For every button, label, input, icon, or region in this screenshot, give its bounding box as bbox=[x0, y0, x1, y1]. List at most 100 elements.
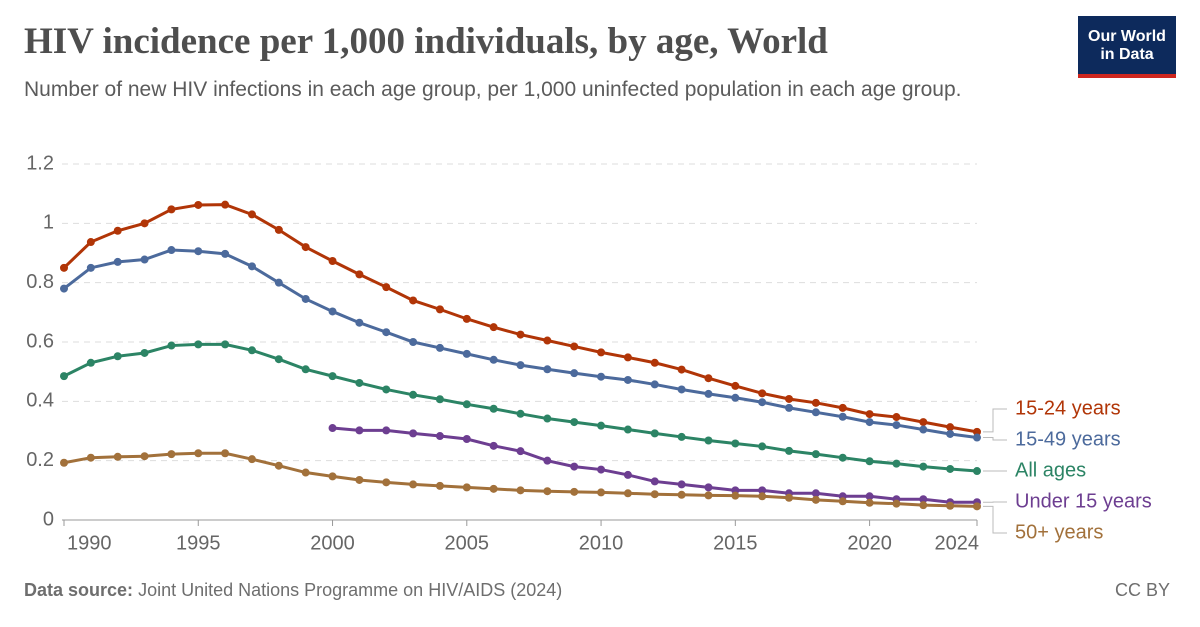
data-point bbox=[973, 433, 981, 442]
data-point bbox=[946, 429, 955, 438]
data-point bbox=[435, 395, 444, 404]
data-point bbox=[919, 418, 928, 427]
data-point bbox=[167, 341, 176, 350]
data-point bbox=[650, 358, 659, 367]
data-point bbox=[785, 403, 794, 412]
data-point bbox=[543, 336, 552, 345]
data-point bbox=[811, 489, 820, 498]
data-point bbox=[973, 502, 981, 511]
data-point bbox=[865, 418, 874, 427]
data-point bbox=[113, 257, 122, 266]
data-point bbox=[623, 425, 632, 434]
data-point bbox=[435, 432, 444, 441]
data-point bbox=[194, 340, 203, 349]
data-point bbox=[516, 486, 525, 495]
label-connector bbox=[983, 437, 1007, 441]
x-tick-label: 2020 bbox=[847, 532, 892, 554]
license[interactable]: CC BY bbox=[1114, 580, 1170, 600]
data-point bbox=[274, 278, 283, 287]
data-point bbox=[516, 409, 525, 418]
data-point bbox=[435, 305, 444, 314]
data-point bbox=[355, 318, 364, 327]
data-point bbox=[221, 200, 230, 209]
data-point bbox=[758, 486, 767, 495]
y-tick-label: 1.2 bbox=[26, 152, 54, 174]
data-point bbox=[758, 492, 767, 501]
data-point bbox=[247, 455, 256, 464]
data-point bbox=[462, 400, 471, 409]
data-point bbox=[597, 421, 606, 430]
y-tick-label: 1 bbox=[43, 212, 54, 234]
data-point bbox=[247, 346, 256, 355]
data-point bbox=[516, 330, 525, 339]
data-point bbox=[919, 462, 928, 471]
data-point bbox=[194, 200, 203, 209]
data-point bbox=[382, 283, 391, 292]
data-point bbox=[623, 353, 632, 362]
source-text: Joint United Nations Programme on HIV/AI… bbox=[138, 580, 563, 600]
y-tick-label: 0.4 bbox=[26, 390, 54, 412]
data-point bbox=[892, 421, 901, 430]
data-point bbox=[355, 475, 364, 484]
data-point bbox=[785, 493, 794, 502]
data-point bbox=[543, 414, 552, 423]
data-point bbox=[811, 495, 820, 504]
data-point bbox=[570, 487, 579, 496]
source-label: Data source: bbox=[24, 580, 134, 600]
data-point bbox=[462, 435, 471, 444]
data-point bbox=[382, 385, 391, 394]
chart-title: HIV incidence per 1,000 individuals, by … bbox=[24, 21, 828, 62]
data-point bbox=[140, 348, 149, 357]
data-point bbox=[758, 442, 767, 451]
data-point bbox=[140, 452, 149, 461]
x-tick-label: 1995 bbox=[176, 532, 221, 554]
legend-label: Under 15 years bbox=[1015, 490, 1152, 512]
x-tick-label: 2010 bbox=[579, 532, 624, 554]
data-point bbox=[301, 365, 310, 374]
data-point bbox=[86, 453, 95, 462]
data-point bbox=[892, 499, 901, 508]
data-point bbox=[328, 424, 337, 433]
data-point bbox=[650, 477, 659, 486]
data-point bbox=[247, 262, 256, 271]
data-point bbox=[650, 490, 659, 499]
data-point bbox=[409, 338, 418, 346]
data-point bbox=[838, 403, 847, 412]
x-tick-label: 1990 bbox=[67, 532, 112, 554]
data-point bbox=[919, 501, 928, 510]
data-point bbox=[838, 453, 847, 462]
data-point bbox=[677, 480, 686, 489]
data-point bbox=[60, 372, 68, 381]
data-point bbox=[409, 296, 418, 305]
data-point bbox=[462, 314, 471, 323]
data-point bbox=[811, 408, 820, 417]
data-point bbox=[221, 340, 230, 349]
data-point bbox=[409, 429, 418, 438]
data-point bbox=[570, 369, 579, 378]
data-point bbox=[704, 483, 713, 492]
data-point bbox=[328, 257, 337, 266]
data-point bbox=[677, 432, 686, 441]
source: Data source: Joint United Nations Progra… bbox=[24, 580, 562, 601]
data-point bbox=[785, 394, 794, 403]
data-point bbox=[919, 495, 928, 504]
data-point bbox=[704, 491, 713, 500]
data-point bbox=[140, 255, 149, 264]
data-point bbox=[435, 481, 444, 490]
data-point bbox=[167, 205, 176, 214]
data-point bbox=[650, 429, 659, 438]
data-point bbox=[301, 468, 310, 477]
data-point bbox=[489, 355, 498, 364]
legend-label: 50+ years bbox=[1015, 521, 1103, 543]
data-point bbox=[355, 426, 364, 435]
data-point bbox=[838, 412, 847, 421]
data-point bbox=[462, 349, 471, 358]
logo[interactable]: Our World in Data bbox=[1078, 16, 1176, 78]
data-point bbox=[328, 307, 337, 316]
data-point bbox=[543, 456, 552, 465]
data-point bbox=[543, 487, 552, 496]
data-point bbox=[516, 447, 525, 456]
data-point bbox=[382, 328, 391, 337]
data-point bbox=[301, 243, 310, 252]
